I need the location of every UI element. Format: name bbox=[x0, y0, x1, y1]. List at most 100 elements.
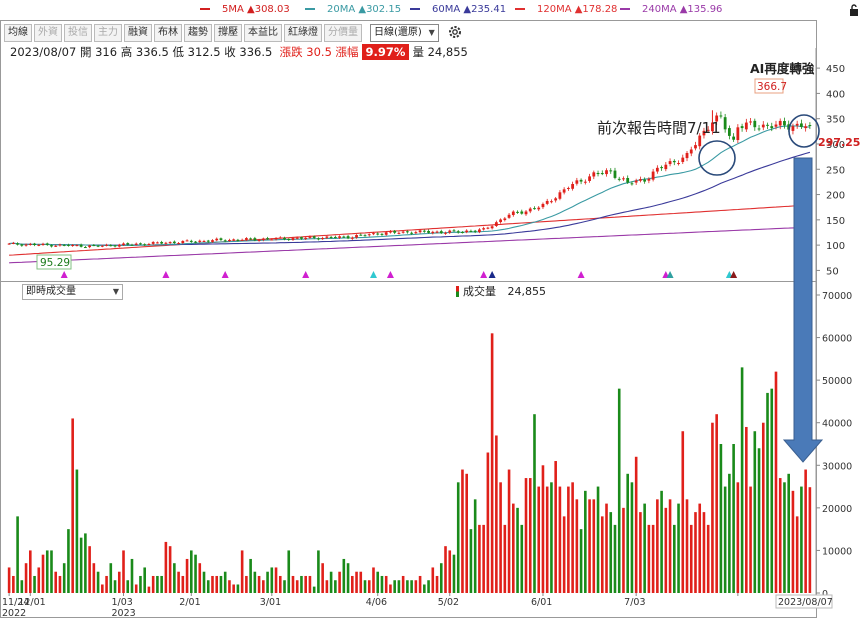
ma-swatch-icon bbox=[515, 8, 525, 10]
change-value: 30.5 bbox=[306, 45, 332, 59]
volume-legend-label: 成交量 bbox=[463, 285, 496, 298]
candle-body bbox=[507, 214, 511, 218]
volume-bar bbox=[554, 461, 557, 593]
volume-bar bbox=[439, 563, 443, 593]
volume-bar bbox=[783, 482, 786, 593]
volume-bar bbox=[262, 580, 265, 593]
candle-body bbox=[795, 123, 799, 126]
volume-bar bbox=[342, 558, 346, 593]
candle-body bbox=[71, 245, 75, 247]
toolbar-button[interactable]: 均線 bbox=[4, 24, 32, 42]
volume-tick-label: 50000 bbox=[822, 376, 852, 387]
pct-label: 漲幅 bbox=[335, 45, 359, 59]
price-tick-label: 250 bbox=[826, 165, 845, 176]
toolbar-button[interactable]: 主力 bbox=[94, 24, 122, 42]
volume-bar bbox=[444, 546, 447, 593]
toolbar-button[interactable]: 投信 bbox=[64, 24, 92, 42]
candle-body bbox=[626, 178, 630, 183]
gear-icon[interactable] bbox=[447, 24, 463, 40]
candle-body bbox=[808, 125, 812, 127]
candle-body bbox=[583, 181, 587, 183]
candle-body bbox=[122, 243, 125, 246]
volume-bar bbox=[702, 512, 706, 593]
price-tick-label: 450 bbox=[826, 64, 845, 75]
candle-body bbox=[486, 227, 490, 229]
candle-body bbox=[317, 238, 320, 240]
candle-body bbox=[33, 243, 36, 246]
candle-body bbox=[338, 236, 341, 238]
candle-body bbox=[219, 238, 223, 240]
candle-body bbox=[698, 135, 702, 147]
event-marker-icon bbox=[730, 271, 738, 278]
unlock-icon[interactable] bbox=[849, 4, 859, 16]
chevron-down-icon: ▼ bbox=[428, 28, 435, 37]
volume-bar bbox=[537, 486, 541, 593]
candle-body bbox=[253, 238, 257, 241]
volume-bar bbox=[698, 503, 702, 593]
volume-bar bbox=[295, 580, 299, 593]
toolbar-button[interactable]: 撐壓 bbox=[214, 24, 242, 42]
candle-body bbox=[389, 231, 392, 233]
report-annotation: 前次報告時間7/11 bbox=[597, 119, 721, 137]
x-year-label: 2023 bbox=[112, 608, 136, 619]
volume-bar bbox=[673, 524, 676, 593]
volume-bar bbox=[643, 503, 646, 593]
toolbar-button[interactable]: 外資 bbox=[34, 24, 62, 42]
volume-bar bbox=[236, 584, 240, 593]
candle-body bbox=[761, 124, 765, 128]
volume-bar bbox=[418, 575, 422, 593]
x-tick-label: 12/01 bbox=[18, 597, 45, 608]
candle-body bbox=[79, 244, 83, 247]
volume-legend-value: 24,855 bbox=[507, 284, 547, 298]
volume-type-select[interactable]: 即時成交量 ▼ bbox=[22, 284, 123, 300]
candle-body bbox=[677, 163, 680, 165]
candle-body bbox=[350, 237, 354, 239]
toolbar-button[interactable]: 趨勢 bbox=[184, 24, 212, 42]
candle-body bbox=[384, 232, 388, 235]
volume-bar bbox=[694, 512, 697, 593]
volume-bar bbox=[16, 516, 19, 593]
x-year-label: 2022 bbox=[2, 608, 26, 619]
volume-bar bbox=[512, 503, 515, 593]
toolbar-button[interactable]: 本益比 bbox=[244, 24, 282, 42]
candle-body bbox=[215, 238, 219, 241]
volume-bar bbox=[359, 571, 363, 593]
candle-body bbox=[452, 230, 456, 232]
ma240-line bbox=[9, 226, 810, 264]
ma-legend-label: 20MA ▲302.15 bbox=[327, 4, 402, 15]
volume-bar bbox=[685, 499, 689, 593]
toolbar-button[interactable]: 布林 bbox=[154, 24, 182, 42]
candle-body bbox=[774, 124, 778, 127]
volume-bar bbox=[774, 371, 778, 593]
candle-body bbox=[651, 171, 655, 180]
volume-bar bbox=[7, 567, 11, 593]
toolbar-button[interactable]: 紅綠燈 bbox=[284, 24, 322, 42]
candle-body bbox=[778, 120, 782, 126]
candle-body bbox=[355, 235, 358, 238]
volume-bar bbox=[308, 575, 312, 593]
volume-bar bbox=[291, 575, 295, 593]
candle-body bbox=[206, 240, 210, 242]
candle-body bbox=[342, 236, 346, 238]
volume-bar bbox=[287, 550, 291, 593]
volume-bar bbox=[757, 448, 761, 593]
volume-bar bbox=[770, 388, 774, 593]
candle-body bbox=[545, 200, 549, 204]
candle-body bbox=[147, 243, 151, 245]
candle-body bbox=[431, 231, 435, 234]
volume-bar bbox=[147, 586, 151, 593]
candle-body bbox=[257, 239, 261, 241]
event-marker-icon bbox=[577, 271, 585, 278]
toolbar-button[interactable]: 分價量 bbox=[324, 24, 362, 42]
toolbar-button[interactable]: 融資 bbox=[124, 24, 152, 42]
volume-bar bbox=[139, 575, 142, 593]
ma-legend-label: 60MA ▲235.41 bbox=[432, 4, 507, 15]
ma20-line bbox=[9, 125, 810, 247]
event-marker-icon bbox=[302, 271, 310, 278]
candle-body bbox=[681, 157, 685, 162]
candle-body bbox=[372, 233, 375, 235]
candle-body bbox=[473, 230, 477, 232]
period-select[interactable]: 日線(還原) ▼ bbox=[370, 24, 439, 42]
ma-legend-item: 60MA ▲235.41 bbox=[410, 4, 506, 15]
volume-bar bbox=[266, 571, 269, 593]
